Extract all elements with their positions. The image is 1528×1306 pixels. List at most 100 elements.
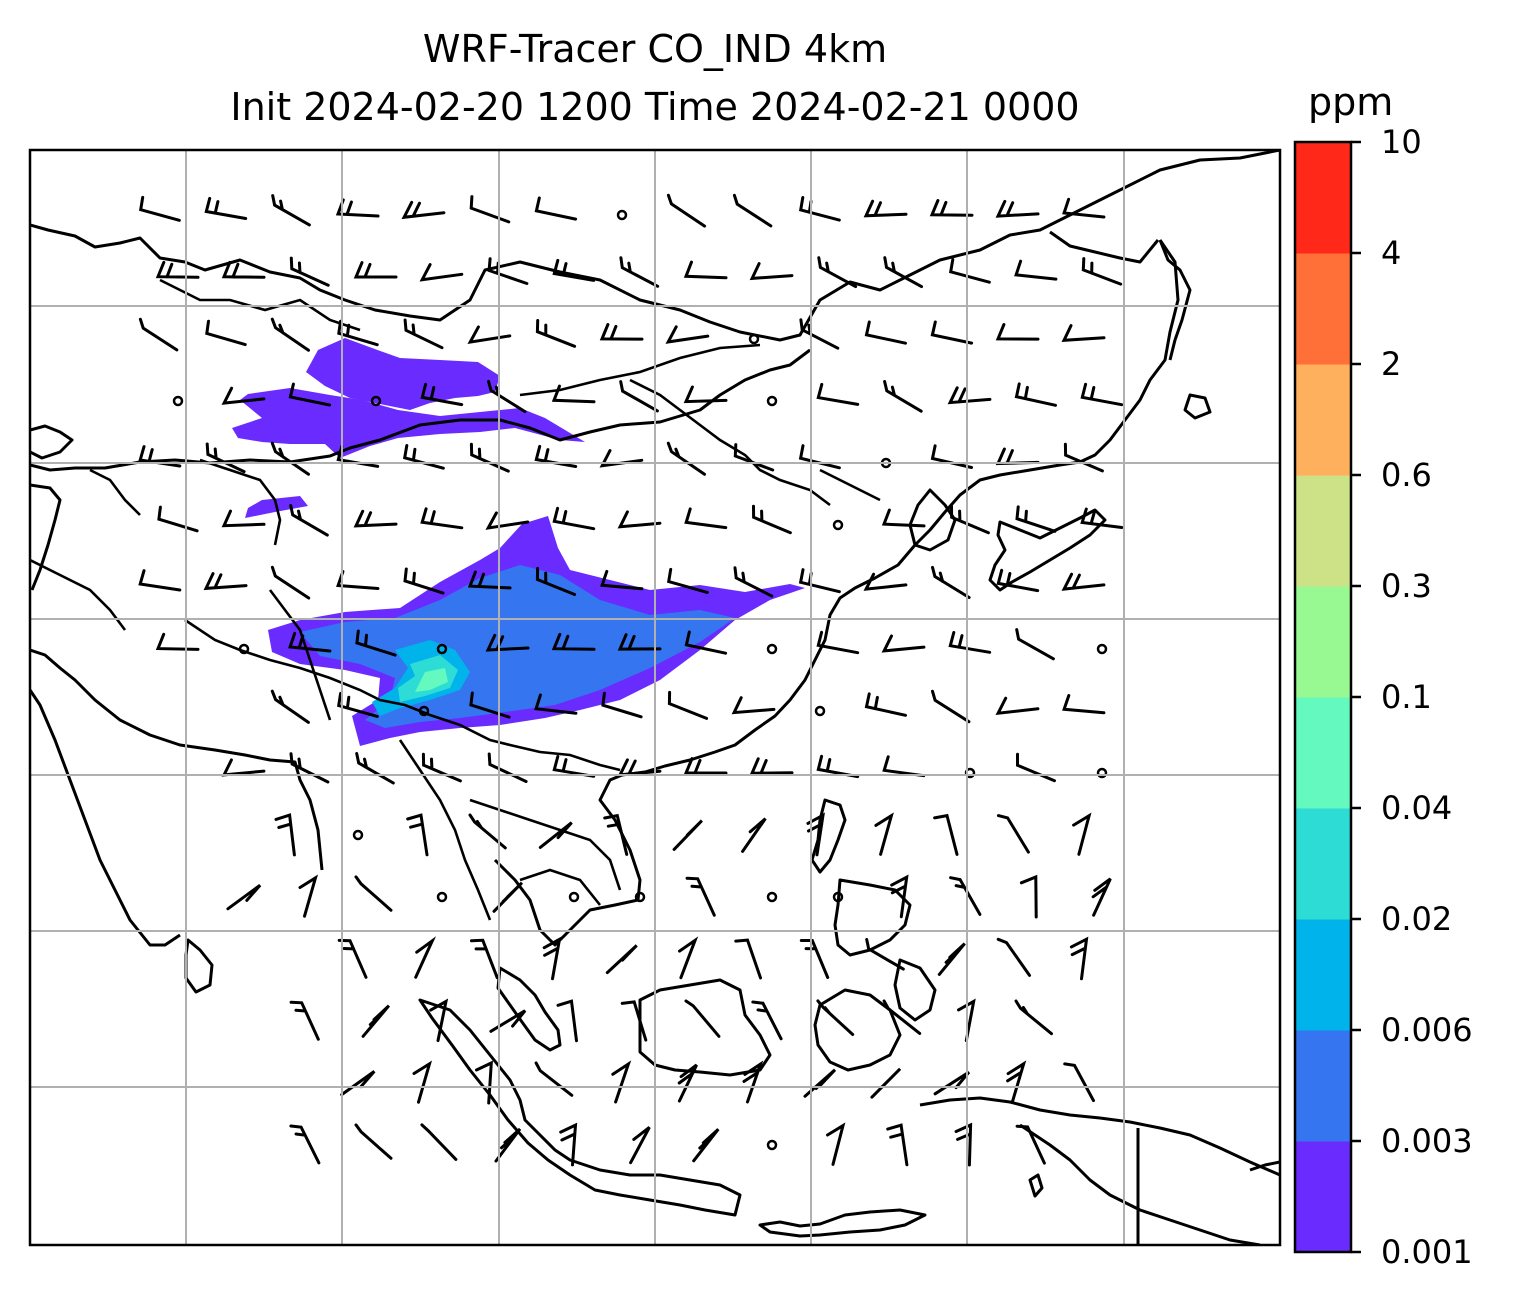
- calm-wind-marker: [832, 891, 844, 903]
- wind-barb: [933, 1070, 971, 1096]
- wind-barb: [534, 1061, 574, 1097]
- calm-wind-marker: [238, 643, 250, 655]
- wind-barb: [798, 196, 841, 222]
- wind-barb: [734, 938, 762, 980]
- calm-wind-marker: [418, 705, 430, 717]
- wind-barb: [203, 572, 248, 591]
- wind-barb: [950, 504, 990, 535]
- wind-barb: [157, 505, 199, 533]
- wind-barb: [205, 442, 246, 474]
- wind-barb: [274, 813, 296, 857]
- wind-barb: [741, 817, 767, 853]
- wind-barb: [1091, 877, 1112, 917]
- wind-barb: [667, 690, 709, 720]
- wind-barb: [205, 319, 247, 347]
- wind-barb: [288, 382, 332, 407]
- wind-barb: [337, 319, 379, 347]
- wind-barb: [930, 320, 974, 345]
- wind-barb: [629, 1126, 651, 1165]
- colorbar-tick-label: 10: [1381, 123, 1422, 161]
- wind-barb: [289, 256, 330, 287]
- wind-barb: [684, 630, 728, 655]
- wind-barb: [534, 196, 578, 221]
- wind-barb: [665, 325, 710, 344]
- coastlines: [30, 150, 1280, 1245]
- wind-barb: [672, 819, 703, 851]
- wind-barb: [692, 1128, 720, 1163]
- wind-barb: [930, 444, 973, 469]
- wind-barb: [947, 386, 992, 405]
- wind-barb: [489, 1009, 527, 1033]
- wind-barb: [599, 323, 644, 341]
- wind-barb: [535, 319, 577, 348]
- calm-wind-marker: [766, 395, 778, 407]
- wind-barb: [1061, 572, 1106, 591]
- wind-barb: [619, 380, 659, 413]
- wind-barb: [353, 509, 398, 528]
- wind-barb: [420, 1123, 458, 1161]
- calm-wind-marker: [814, 705, 826, 717]
- wind-barb: [535, 566, 577, 596]
- wind-barb: [996, 568, 1040, 593]
- wind-barb: [1062, 694, 1106, 715]
- colorbar-tick-label: 0.02: [1381, 900, 1453, 938]
- wind-barb: [742, 1060, 764, 1104]
- wind-barb: [402, 444, 445, 470]
- wind-barb: [620, 1000, 648, 1042]
- wind-barb: [487, 752, 528, 783]
- wind-barb: [816, 630, 860, 655]
- wind-barb: [683, 260, 728, 280]
- wind-barb: [270, 441, 310, 476]
- wind-barb: [467, 570, 512, 590]
- wind-barb: [882, 755, 926, 778]
- wind-barb: [538, 821, 573, 849]
- wind-barb: [1014, 382, 1057, 407]
- wind-barb: [881, 508, 926, 528]
- wind-barb: [289, 1124, 321, 1165]
- chart-title: WRF-Tracer CO_IND 4km: [422, 27, 888, 71]
- wind-barb: [355, 752, 395, 785]
- wind-barb: [559, 1122, 578, 1167]
- wind-barb: [954, 1122, 973, 1167]
- wind-barb: [749, 262, 794, 281]
- wind-barb: [1072, 812, 1092, 856]
- wind-barb: [931, 689, 971, 724]
- calm-wind-marker: [436, 891, 448, 903]
- wind-barb: [995, 199, 1040, 218]
- wind-barb: [552, 506, 596, 531]
- wind-barb: [534, 444, 578, 468]
- colorbar-swatch: [1295, 1030, 1351, 1142]
- colorbar-tick-label: 0.3: [1381, 567, 1432, 605]
- wind-barb: [617, 758, 662, 777]
- wind-barb: [883, 380, 923, 413]
- wind-barb: [354, 1123, 393, 1160]
- wind-barb: [683, 757, 728, 775]
- calm-wind-marker: [634, 891, 646, 903]
- wind-barb: [468, 813, 507, 850]
- tracer-plume-main: [268, 516, 805, 746]
- colorbar-tick-label: 0.003: [1381, 1122, 1473, 1160]
- wind-barb: [685, 876, 716, 917]
- wind-barb: [933, 813, 959, 856]
- wind-barb: [948, 631, 992, 654]
- calm-wind-marker: [766, 891, 778, 903]
- wind-barb: [138, 317, 179, 352]
- wind-barb: [1019, 874, 1038, 919]
- wind-barb: [492, 881, 524, 913]
- wind-barb: [1006, 1060, 1027, 1104]
- wind-barb: [155, 632, 200, 651]
- wind-barb: [881, 634, 926, 653]
- wind-barb: [617, 633, 662, 651]
- wind-barb: [883, 256, 923, 289]
- wind-barb: [600, 569, 644, 591]
- wind-barb: [270, 317, 310, 352]
- wind-barb: [353, 261, 398, 279]
- wind-barb: [289, 504, 329, 537]
- colorbar-tick-label: 0.6: [1381, 456, 1432, 494]
- wind-barb: [816, 382, 860, 406]
- wind-barb: [995, 696, 1040, 715]
- colorbar-swatch: [1295, 475, 1351, 587]
- wind-barb: [817, 256, 858, 289]
- wind-barb: [1080, 507, 1124, 529]
